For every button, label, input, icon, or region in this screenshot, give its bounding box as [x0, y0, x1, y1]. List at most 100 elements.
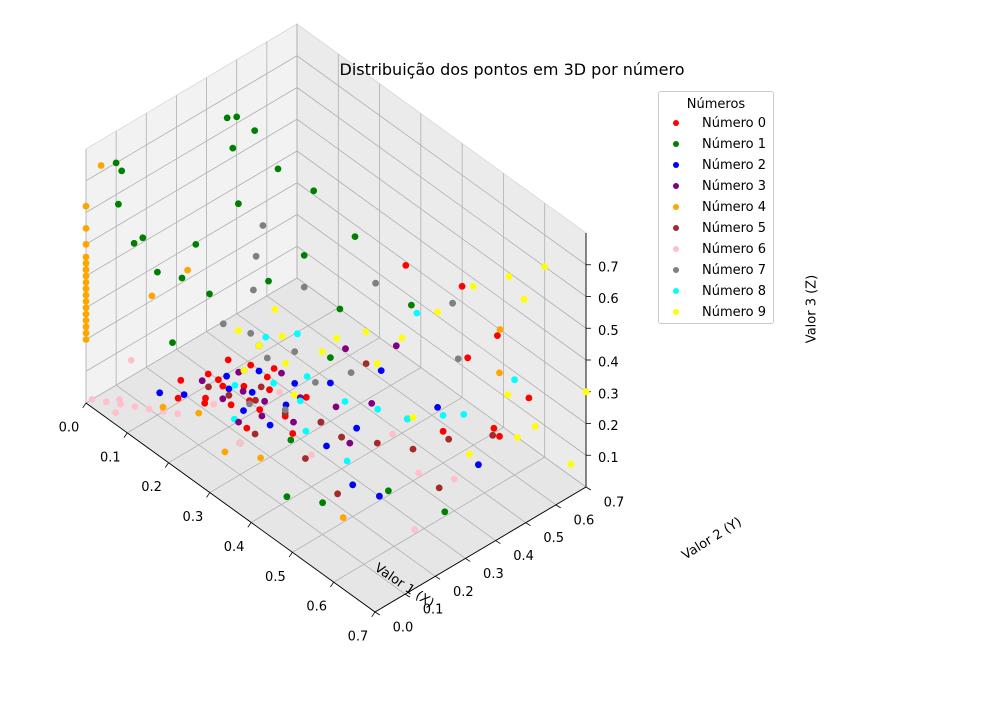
point-series-9 [362, 328, 370, 336]
point-series-0 [215, 376, 222, 384]
point-series-1 [300, 252, 308, 259]
point-series-4 [339, 514, 347, 521]
y-tick-label: 0.7 [604, 496, 625, 511]
z-tick-label: 0.4 [598, 356, 619, 371]
tick-mark [495, 540, 501, 544]
data-points [82, 113, 590, 533]
point-series-0 [490, 424, 498, 432]
point-series-3 [219, 395, 227, 403]
point-series-0 [201, 399, 209, 407]
grid-line [266, 295, 557, 506]
point-series-6 [145, 405, 153, 413]
point-series-6 [389, 430, 396, 438]
point-series-0 [302, 393, 310, 401]
point-series-2 [327, 379, 334, 387]
point-series-3 [261, 397, 268, 405]
z-tick-label: 0.3 [598, 387, 619, 402]
point-series-1 [336, 305, 344, 313]
point-series-9 [434, 308, 441, 316]
grid-line [85, 150, 298, 277]
point-series-0 [177, 376, 185, 384]
point-series-4 [82, 279, 90, 286]
point-series-6 [174, 410, 182, 418]
point-series-1 [233, 113, 241, 121]
point-series-9 [278, 332, 286, 340]
point-series-0 [247, 361, 255, 369]
point-series-0 [204, 370, 212, 378]
grid-line [85, 182, 298, 309]
point-series-0 [494, 332, 501, 339]
legend-label: Número 5 [702, 221, 767, 236]
point-series-4 [82, 317, 90, 324]
point-series-2 [475, 461, 482, 469]
point-series-6 [88, 396, 96, 403]
point-series-4 [184, 266, 192, 274]
point-series-1 [327, 354, 334, 361]
legend-label: Número 8 [702, 284, 767, 299]
point-series-0 [240, 382, 248, 390]
z-tick-label: 0.1 [598, 451, 619, 466]
y-tick-label: 0.2 [453, 585, 474, 600]
point-series-7 [300, 283, 308, 291]
point-series-1 [112, 159, 120, 167]
point-series-4 [82, 259, 90, 267]
point-series-5 [257, 383, 265, 391]
point-series-6 [127, 356, 135, 364]
point-series-6 [210, 400, 218, 408]
y-tick-label: 0.0 [393, 621, 414, 636]
tick-mark [525, 522, 531, 527]
grid-line [296, 150, 587, 361]
point-series-5 [302, 455, 309, 462]
point-series-4 [82, 266, 90, 274]
point-series-3 [239, 387, 247, 395]
point-series-7 [281, 406, 289, 414]
legend-label: Número 9 [702, 305, 767, 320]
point-series-0 [266, 386, 273, 394]
point-series-9 [504, 391, 512, 399]
point-series-0 [270, 365, 278, 372]
point-series-0 [227, 401, 235, 409]
tick-mark [288, 552, 293, 558]
point-series-1 [154, 268, 161, 276]
point-series-9 [333, 334, 340, 342]
point-series-4 [221, 448, 229, 456]
point-series-8 [439, 412, 447, 419]
point-series-1 [130, 239, 138, 247]
z-tick-label: 0.2 [598, 419, 619, 434]
point-series-3 [198, 377, 206, 385]
point-series-7 [259, 222, 267, 229]
tick-mark [123, 432, 128, 438]
point-series-9 [541, 263, 549, 270]
point-series-3 [368, 400, 376, 407]
point-series-9 [318, 348, 326, 356]
point-series-1 [192, 241, 200, 248]
point-series-2 [376, 492, 383, 500]
point-series-0 [202, 394, 209, 402]
x-axis-line [85, 402, 376, 613]
point-series-6 [117, 400, 124, 408]
legend-marker [673, 288, 679, 294]
grid-line [250, 397, 463, 523]
point-series-4 [257, 454, 264, 462]
point-series-0 [243, 424, 251, 432]
point-series-9 [240, 367, 248, 374]
point-series-5 [445, 435, 453, 443]
point-series-9 [271, 306, 279, 313]
point-series-7 [347, 369, 355, 376]
point-series-3 [346, 439, 354, 447]
point-series-8 [341, 398, 349, 405]
point-series-0 [263, 373, 271, 381]
point-series-8 [413, 309, 421, 317]
legend-item: Número 1 [659, 134, 773, 155]
point-series-3 [392, 342, 400, 350]
legend-marker [673, 309, 679, 315]
legend-label: Número 6 [702, 242, 767, 257]
point-series-0 [458, 282, 466, 290]
point-series-7 [372, 279, 379, 287]
point-series-0 [289, 430, 297, 437]
point-series-9 [514, 434, 521, 441]
legend-marker [673, 120, 679, 126]
legend-marker [673, 183, 679, 189]
point-series-5 [252, 396, 259, 404]
point-series-9 [290, 391, 298, 399]
